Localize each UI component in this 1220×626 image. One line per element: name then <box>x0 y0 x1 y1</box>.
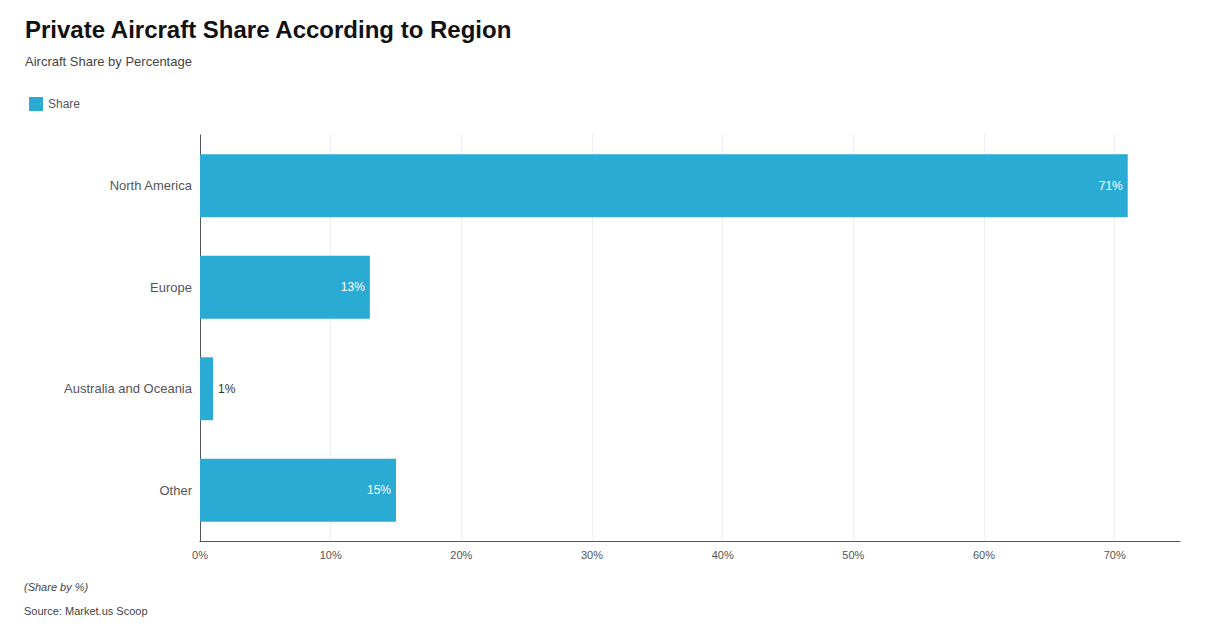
svg-text:Source: Market.us Scoop: Source: Market.us Scoop <box>24 605 148 617</box>
svg-text:13%: 13% <box>341 280 365 294</box>
svg-text:70%: 70% <box>1104 549 1126 561</box>
svg-text:10%: 10% <box>320 549 342 561</box>
svg-text:1%: 1% <box>218 382 236 396</box>
svg-text:Share: Share <box>48 97 80 111</box>
svg-text:71%: 71% <box>1099 179 1123 193</box>
svg-text:Aircraft Share by Percentage: Aircraft Share by Percentage <box>25 54 192 69</box>
svg-text:50%: 50% <box>842 549 864 561</box>
svg-text:40%: 40% <box>712 549 734 561</box>
svg-text:North America: North America <box>110 178 193 193</box>
svg-text:Europe: Europe <box>150 280 192 295</box>
svg-text:Other: Other <box>159 483 192 498</box>
svg-text:60%: 60% <box>973 549 995 561</box>
svg-text:Private Aircraft Share Accordi: Private Aircraft Share According to Regi… <box>25 16 511 43</box>
svg-text:15%: 15% <box>367 483 391 497</box>
svg-text:30%: 30% <box>581 549 603 561</box>
svg-text:0%: 0% <box>192 549 208 561</box>
svg-text:Australia and Oceania: Australia and Oceania <box>64 381 193 396</box>
svg-text:20%: 20% <box>450 549 472 561</box>
svg-text:(Share by %): (Share by %) <box>24 581 89 593</box>
